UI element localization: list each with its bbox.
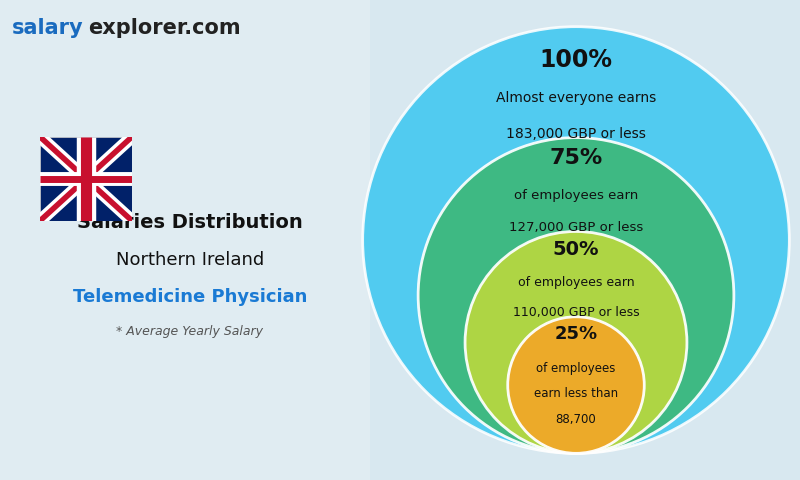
- Text: Northern Ireland: Northern Ireland: [116, 251, 264, 269]
- Text: 88,700: 88,700: [556, 413, 596, 426]
- Text: Almost everyone earns: Almost everyone earns: [496, 91, 656, 105]
- Circle shape: [362, 27, 790, 453]
- Text: earn less than: earn less than: [534, 387, 618, 400]
- Text: Salaries Distribution: Salaries Distribution: [77, 213, 303, 231]
- Circle shape: [508, 317, 644, 453]
- Text: of employees earn: of employees earn: [518, 276, 634, 289]
- Text: explorer.com: explorer.com: [88, 18, 241, 38]
- Text: 25%: 25%: [554, 325, 598, 343]
- Text: of employees: of employees: [536, 361, 616, 374]
- Text: 127,000 GBP or less: 127,000 GBP or less: [509, 221, 643, 234]
- Text: 183,000 GBP or less: 183,000 GBP or less: [506, 127, 646, 141]
- Text: * Average Yearly Salary: * Average Yearly Salary: [117, 325, 263, 338]
- Text: 50%: 50%: [553, 240, 599, 259]
- Text: 100%: 100%: [539, 48, 613, 72]
- Text: of employees earn: of employees earn: [514, 189, 638, 202]
- FancyBboxPatch shape: [40, 137, 132, 221]
- Text: 110,000 GBP or less: 110,000 GBP or less: [513, 306, 639, 319]
- Circle shape: [418, 138, 734, 453]
- Text: 75%: 75%: [550, 148, 602, 168]
- Text: Telemedicine Physician: Telemedicine Physician: [73, 288, 307, 306]
- Circle shape: [465, 231, 687, 453]
- Text: salary: salary: [12, 18, 84, 38]
- FancyBboxPatch shape: [0, 0, 370, 480]
